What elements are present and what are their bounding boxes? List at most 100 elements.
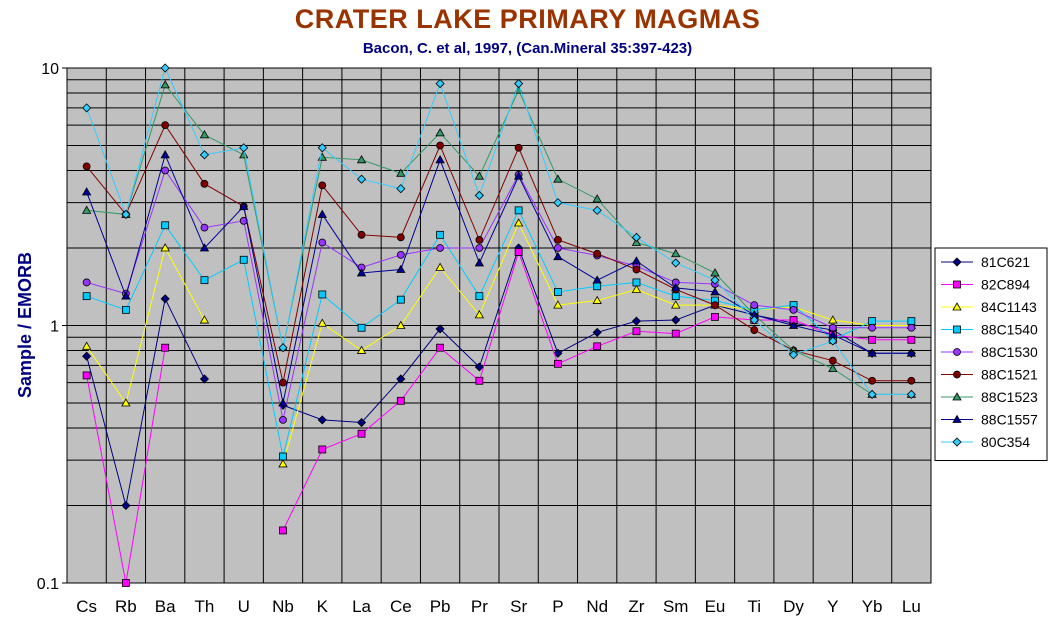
data-point [867,348,877,357]
data-point [632,265,641,274]
data-point [396,184,406,194]
chart-subtitle: Bacon, C. et al, 1997, (Can.Mineral 35:3… [362,40,693,57]
data-point [396,320,406,329]
data-point [671,329,680,338]
data-point [435,128,445,137]
data-point [710,275,720,285]
data-point [553,300,563,309]
series-line [86,297,205,506]
data-point [788,350,799,360]
data-point [200,276,209,285]
data-point [435,324,445,334]
data-point [632,278,641,287]
series-layer [81,63,917,587]
data-point [82,162,91,171]
data-point [161,221,170,230]
data-point [396,233,405,242]
x-tick-label: La [352,597,371,616]
data-point [396,374,406,384]
data-point [396,264,406,273]
legend-label: 84C1143 [981,299,1037,315]
data-point [554,244,562,252]
data-point [318,290,327,299]
data-point [279,452,287,461]
legend-marker [952,302,962,311]
data-point [317,415,327,425]
legend-item: 88C1521 [941,367,1038,383]
data-point [199,150,210,160]
data-point [514,79,524,89]
data-point [436,343,444,352]
data-point [474,190,484,200]
x-tick-label: K [317,597,329,616]
legend-marker [952,392,962,401]
data-point [160,63,170,73]
data-point [436,244,444,252]
legend-label: 88C1530 [981,344,1038,360]
data-point [906,348,917,357]
data-point [81,187,92,196]
series-88C1530 [82,166,916,424]
data-point [554,235,562,244]
data-point [554,288,562,296]
data-point [593,282,602,291]
x-tick-label: Eu [705,597,726,616]
data-point [239,255,248,264]
data-point [671,258,681,268]
series-line [86,153,912,404]
data-point [160,80,170,89]
y-axis-ticks: 10 1 0.1 [37,61,67,593]
data-point [357,230,366,239]
legend-item: 82C894 [941,277,1030,293]
data-point [82,278,91,287]
data-point [828,336,838,346]
data-point [160,243,170,252]
data-point [239,143,249,153]
data-point [907,323,916,332]
legend-item: 81C621 [941,254,1030,270]
data-point [671,248,681,258]
data-point [356,268,367,277]
data-point [82,103,92,113]
x-tick-label: Cs [76,597,97,616]
data-point [514,248,523,256]
data-point [868,323,876,332]
data-point [750,301,759,310]
data-point [161,343,170,352]
data-point [474,362,484,372]
data-point [592,295,602,304]
data-point [632,327,641,336]
legend: 81C621 82C894 84C1143 88C1540 88C1530 88C1521… [934,247,1048,461]
legend-label: 88C1540 [981,322,1038,338]
y-tick-label: 10 [41,61,59,78]
data-point [671,283,681,292]
data-point [318,238,327,247]
data-point [749,315,759,325]
data-point [436,230,444,239]
data-point [317,143,327,153]
data-point [513,218,524,227]
data-point [475,292,484,301]
legend-item: 88C1557 [941,412,1038,428]
y-tick-label: 0.1 [37,576,59,593]
legend-marker [952,414,962,423]
data-point [436,141,444,150]
legend-item: 88C1523 [941,389,1038,405]
chart-title: CRATER LAKE PRIMARY MAGMAS [294,4,761,34]
data-point [907,317,916,326]
data-point [199,130,210,139]
data-point [239,201,249,210]
x-tick-label: U [238,597,250,616]
series-88C1557 [81,150,917,407]
data-point [513,171,524,180]
data-point [671,315,681,325]
data-point [122,579,130,587]
data-point [907,335,916,344]
data-point [553,251,563,261]
data-point [82,292,91,301]
data-point [475,235,484,244]
data-point [553,198,563,208]
data-point [435,79,445,89]
data-point [474,171,485,180]
data-point [711,312,719,321]
